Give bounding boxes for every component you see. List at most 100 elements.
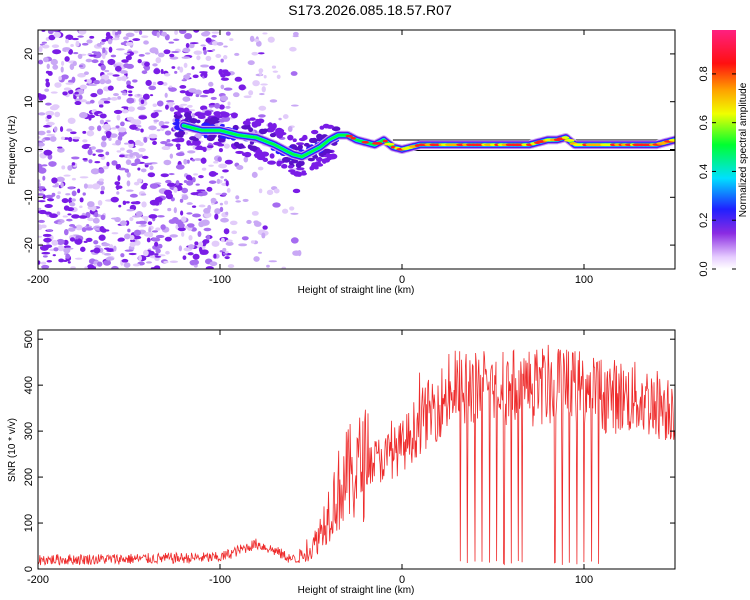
spectrogram-signal-blob bbox=[192, 137, 199, 142]
spectrogram-noise-blob bbox=[136, 124, 142, 128]
spectrogram-noise-blob bbox=[52, 254, 56, 257]
spectrogram-noise-blob bbox=[126, 172, 131, 178]
spectrogram-noise-blob bbox=[130, 239, 136, 243]
spectrogram-noise-blob bbox=[103, 252, 112, 256]
spectrogram-noise-blob bbox=[247, 60, 255, 66]
spectrogram-noise-blob bbox=[125, 159, 132, 165]
spectrogram-noise-blob bbox=[173, 38, 180, 41]
spectrogram-noise-blob bbox=[192, 259, 199, 265]
spectrogram-noise-blob bbox=[261, 232, 266, 239]
spectrogram-noise-blob bbox=[224, 200, 229, 205]
spectrogram-noise-blob bbox=[52, 64, 59, 70]
spectrogram-noise-blob bbox=[56, 194, 61, 200]
spectrogram-noise-blob bbox=[121, 92, 128, 96]
spectrogram-noise-blob bbox=[67, 165, 73, 171]
spectrogram-noise-blob bbox=[62, 47, 71, 51]
colorbar-tick-label: 0.2 bbox=[698, 213, 710, 228]
spectrogram-noise-blob bbox=[81, 42, 89, 46]
spectrogram-signal-blob bbox=[319, 125, 325, 130]
spectrogram-noise-blob bbox=[127, 228, 131, 233]
spectrogram-noise-blob bbox=[67, 213, 72, 216]
spectrogram-noise-blob bbox=[83, 183, 88, 189]
spectrogram-noise-blob bbox=[44, 203, 53, 209]
spectrogram-noise-blob bbox=[289, 46, 297, 52]
spectrogram-noise-blob bbox=[200, 64, 210, 68]
spectrogram-noise-blob bbox=[124, 168, 130, 173]
spectrogram-noise-blob bbox=[125, 55, 132, 61]
spectrogram-noise-blob bbox=[144, 61, 150, 67]
spectrogram-noise-blob bbox=[145, 79, 152, 87]
spectrogram-signal-blob bbox=[219, 111, 228, 116]
spectrogram-noise-blob bbox=[77, 53, 83, 59]
spectrogram-noise-blob bbox=[251, 51, 259, 56]
spectrogram-noise-blob bbox=[120, 70, 128, 74]
spectrogram-noise-blob bbox=[88, 83, 97, 87]
spectrogram-noise-blob bbox=[197, 231, 202, 237]
spectrogram-noise-blob bbox=[82, 130, 87, 134]
spectrogram-noise-blob bbox=[142, 93, 150, 100]
spectrogram-noise-blob bbox=[144, 52, 151, 55]
spectrogram-noise-blob bbox=[50, 58, 58, 66]
spectrogram-signal-blob bbox=[204, 110, 212, 117]
spectrogram-noise-blob bbox=[164, 73, 171, 77]
spectrogram-noise-blob bbox=[121, 109, 129, 114]
spectrogram-noise-blob bbox=[152, 140, 157, 146]
spectrogram-noise-blob bbox=[216, 41, 224, 46]
spectrogram-noise-blob bbox=[43, 237, 52, 243]
spectrogram-noise-blob bbox=[135, 154, 142, 159]
spectrogram-ridge-peak bbox=[345, 134, 353, 138]
spectrogram-noise-blob bbox=[133, 30, 140, 34]
spectrogram-noise-blob bbox=[129, 234, 135, 241]
spectrogram-noise-blob bbox=[50, 91, 58, 94]
spectrogram-noise-blob bbox=[179, 90, 187, 94]
spectrogram-noise-blob bbox=[153, 109, 163, 113]
spectrogram-noise-blob bbox=[164, 130, 172, 136]
spectrogram-signal-blob bbox=[328, 153, 334, 160]
spectrogram-signal-blob bbox=[177, 130, 186, 136]
spectrogram-noise-blob bbox=[261, 86, 266, 93]
spectrogram-noise-blob bbox=[225, 241, 234, 246]
spectrogram-noise-blob bbox=[174, 30, 178, 36]
spectrogram-noise-blob bbox=[83, 143, 91, 147]
spectrogram-noise-blob bbox=[200, 157, 207, 164]
spectrogram-noise-blob bbox=[79, 99, 87, 103]
spectrogram-noise-blob bbox=[115, 185, 123, 190]
spectrogram-noise-blob bbox=[241, 236, 249, 241]
spectrogram-noise-blob bbox=[53, 126, 58, 132]
spectrogram-noise-blob bbox=[57, 146, 63, 149]
spectrogram-noise-blob bbox=[225, 180, 229, 187]
spectrogram-noise-blob bbox=[78, 65, 83, 68]
spectrogram-signal-blob bbox=[269, 153, 275, 159]
spectrogram-noise-blob bbox=[192, 74, 199, 79]
spectrogram-noise-blob bbox=[70, 131, 77, 135]
spectrogram-noise-blob bbox=[231, 230, 238, 235]
spectrogram-noise-blob bbox=[152, 81, 157, 86]
spectrogram-noise-blob bbox=[51, 104, 60, 109]
spectrogram-noise-blob bbox=[153, 68, 161, 75]
spectrogram-noise-blob bbox=[154, 201, 160, 206]
spectrogram-noise-blob bbox=[74, 101, 82, 106]
spectrogram-noise-blob bbox=[203, 227, 212, 232]
spectrogram-signal-blob bbox=[331, 126, 341, 132]
spectrogram-noise-blob bbox=[68, 227, 76, 232]
spectrogram-noise-blob bbox=[182, 47, 191, 53]
spectrogram-noise-blob bbox=[115, 163, 120, 170]
spectrogram-noise-blob bbox=[41, 138, 46, 143]
spectrogram-noise-blob bbox=[71, 198, 76, 202]
spectrogram-noise-blob bbox=[152, 63, 158, 67]
spectrogram-noise-blob bbox=[189, 176, 193, 182]
spectrogram-noise-blob bbox=[271, 65, 277, 69]
spectrogram-noise-blob bbox=[257, 166, 264, 171]
spectrogram-noise-blob bbox=[175, 164, 185, 170]
spectrogram-noise-blob bbox=[129, 124, 139, 130]
spectrogram-noise-blob bbox=[209, 65, 216, 70]
spectrogram-noise-blob bbox=[126, 116, 135, 121]
spectrogram-noise-blob bbox=[61, 198, 69, 204]
spectrogram-noise-blob bbox=[199, 94, 209, 98]
spectrogram-noise-blob bbox=[38, 224, 43, 231]
spectrogram-noise-blob bbox=[38, 200, 46, 203]
spectrogram-noise-blob bbox=[257, 52, 265, 55]
spectrogram-noise-blob bbox=[203, 71, 208, 79]
spectrogram-noise-blob bbox=[41, 164, 48, 167]
spectrogram-noise-blob bbox=[73, 52, 79, 55]
